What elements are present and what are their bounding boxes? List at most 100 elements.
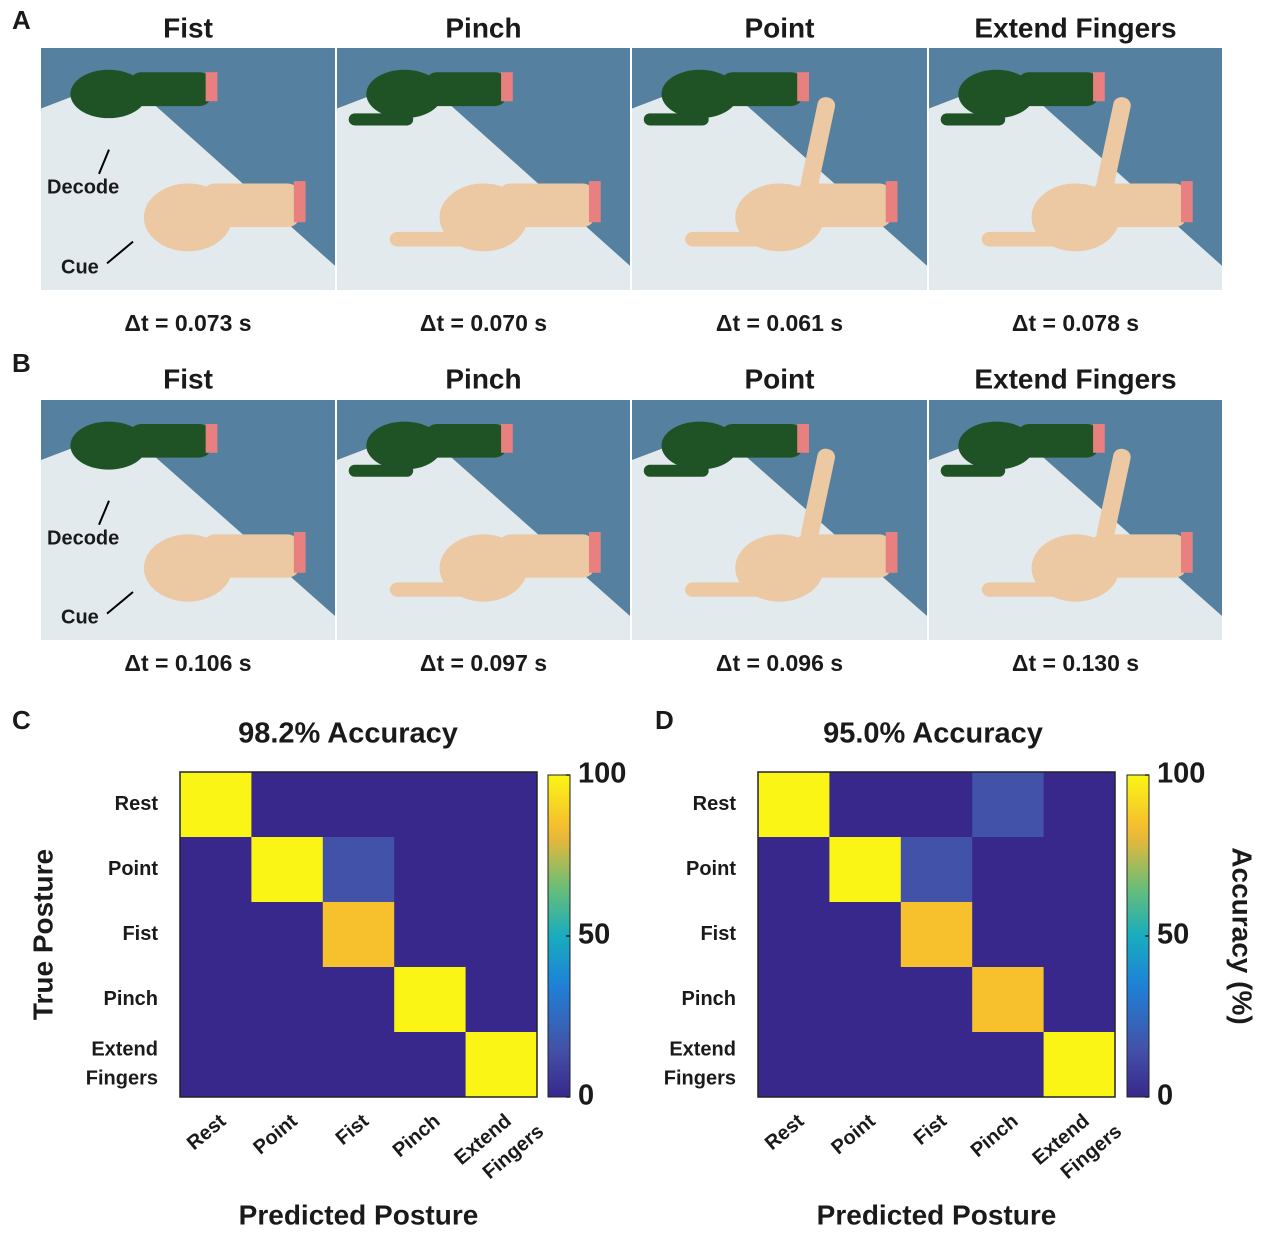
decoded-hand xyxy=(366,422,442,470)
delay-label: Δt = 0.073 s xyxy=(124,310,251,336)
cue-hand-wrist xyxy=(589,532,601,573)
heatmap-cell xyxy=(829,837,901,903)
y-axis-title: True Posture xyxy=(27,849,58,1020)
decoded-finger xyxy=(941,465,1005,477)
heatmap-cell xyxy=(394,1032,466,1098)
image-title: Pinch xyxy=(445,363,521,394)
heatmap-cell xyxy=(323,1032,395,1098)
heatmap-cell xyxy=(1044,967,1116,1033)
delay-label: Δt = 0.078 s xyxy=(1012,310,1139,336)
heatmap-cell xyxy=(758,1032,830,1098)
y-tick-label: ExtendFingers xyxy=(664,1039,736,1090)
heatmap-cell xyxy=(323,837,395,903)
image-title: Pinch xyxy=(445,12,521,43)
colorbar-tick-label: 0 xyxy=(578,1080,594,1112)
cue-hand-wrist xyxy=(886,532,898,573)
cue-hand-wrist xyxy=(1181,181,1193,222)
decoded-hand-wrist xyxy=(797,72,809,101)
heatmap-cell xyxy=(758,967,830,1033)
chart-title: 95.0% Accuracy xyxy=(823,718,1043,750)
image-title: Extend Fingers xyxy=(974,12,1176,43)
heatmap-cell xyxy=(901,772,973,838)
cue-finger xyxy=(685,232,774,247)
heatmap-cell xyxy=(323,967,395,1033)
panel-label: D xyxy=(655,705,674,735)
x-tick-label: Pinch xyxy=(389,1110,445,1162)
heatmap-cell xyxy=(466,1032,538,1098)
delay-label: Δt = 0.106 s xyxy=(124,650,251,676)
heatmap-cell xyxy=(251,1032,323,1098)
colorbar-tick-label: 100 xyxy=(578,758,626,790)
cue-hand-wrist xyxy=(886,181,898,222)
decoded-hand xyxy=(958,422,1034,470)
heatmap-cell xyxy=(901,1032,973,1098)
y-tick-label: ExtendFingers xyxy=(86,1039,158,1090)
heatmap-cell xyxy=(1044,1032,1116,1098)
heatmap-cell xyxy=(829,902,901,968)
x-tick-label: Point xyxy=(249,1110,302,1159)
figure: AFistΔt = 0.073 sPinchΔt = 0.070 sPointΔ… xyxy=(0,0,1262,1235)
heatmap-cell xyxy=(180,772,252,838)
panel-label: C xyxy=(12,705,31,735)
heatmap-cell xyxy=(251,902,323,968)
heatmap-cell xyxy=(972,772,1044,838)
x-tick-label: Rest xyxy=(183,1110,231,1155)
heatmap-cell xyxy=(323,772,395,838)
cue-finger xyxy=(390,582,478,596)
x-tick-label: Fist xyxy=(332,1110,374,1150)
cue-hand xyxy=(144,184,232,252)
heatmap-cell xyxy=(394,772,466,838)
cue-finger xyxy=(685,582,774,596)
heatmap-cell xyxy=(394,967,466,1033)
image-title: Point xyxy=(745,12,815,43)
y-tick-label: Fist xyxy=(122,923,158,945)
cue-finger xyxy=(982,232,1070,247)
cue-hand xyxy=(144,534,232,601)
decoded-hand-wrist xyxy=(1093,72,1105,101)
delay-label: Δt = 0.097 s xyxy=(420,650,547,676)
cue-annotation: Cue xyxy=(61,257,99,279)
y-tick-label: Point xyxy=(686,858,736,880)
x-tick-label: Pinch xyxy=(967,1110,1023,1162)
colorbar-tick-label: 0 xyxy=(1157,1080,1173,1112)
heatmap-cell xyxy=(180,902,252,968)
decoded-finger xyxy=(349,113,413,125)
heatmap-cell xyxy=(251,837,323,903)
heatmap-cell xyxy=(901,837,973,903)
cue-annotation: Cue xyxy=(61,607,99,629)
heatmap-cell xyxy=(1044,902,1116,968)
decoded-finger xyxy=(644,113,709,125)
x-axis-title: Predicted Posture xyxy=(817,1199,1057,1230)
decoded-hand-wrist xyxy=(206,424,218,453)
image-title: Point xyxy=(745,363,815,394)
decoded-hand-wrist xyxy=(797,424,809,453)
decoded-hand xyxy=(70,70,146,118)
page: {"panels": [ {"label": "A", "annotations… xyxy=(0,0,1262,1240)
heatmap-cell xyxy=(829,772,901,838)
y-tick-label: Pinch xyxy=(104,988,158,1010)
heatmap-cell xyxy=(972,902,1044,968)
heatmap-cell xyxy=(251,967,323,1033)
decoded-hand-wrist xyxy=(1093,424,1105,453)
heatmap-cell xyxy=(758,902,830,968)
heatmap-cell xyxy=(972,837,1044,903)
cue-hand-wrist xyxy=(1181,532,1193,573)
y-tick-label: Rest xyxy=(115,793,159,815)
delay-label: Δt = 0.096 s xyxy=(716,650,843,676)
heatmap-cell xyxy=(323,902,395,968)
cue-hand-wrist xyxy=(294,532,306,573)
decode-annotation: Decode xyxy=(47,177,119,199)
colorbar-tick-label: 50 xyxy=(1157,919,1189,951)
panel-label: A xyxy=(12,5,31,35)
heatmap-cell xyxy=(901,902,973,968)
heatmap-cell xyxy=(829,967,901,1033)
heatmap-cell xyxy=(466,837,538,903)
heatmap-cell xyxy=(180,837,252,903)
decoded-finger xyxy=(349,465,413,477)
panel-label: B xyxy=(12,348,31,378)
heatmap-cell xyxy=(829,1032,901,1098)
heatmap-cell xyxy=(180,967,252,1033)
y-tick-label: Fist xyxy=(700,923,736,945)
x-tick-label: ExtendFingers xyxy=(451,1098,549,1192)
image-title: Fist xyxy=(163,363,213,394)
